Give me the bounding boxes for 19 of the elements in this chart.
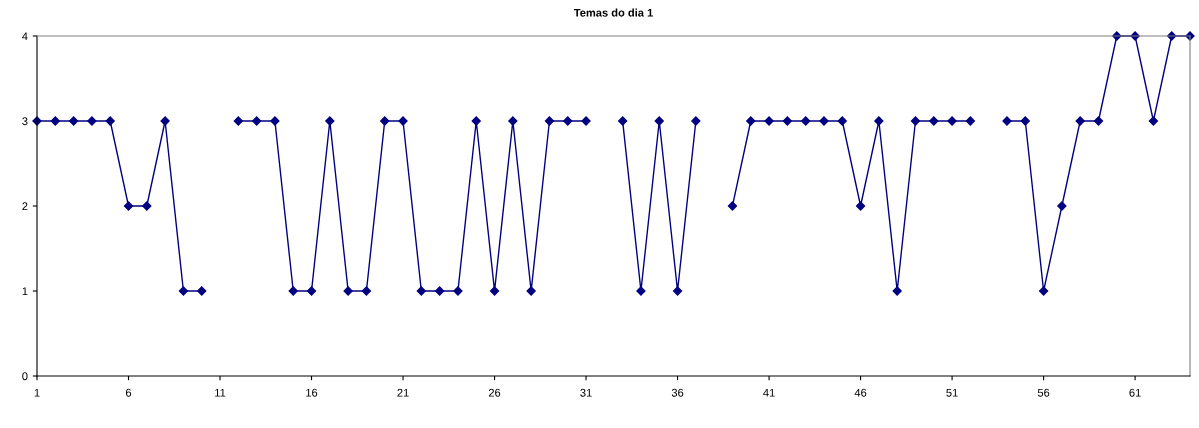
y-tick-label: 0 <box>22 372 28 381</box>
x-tick-label: 11 <box>215 388 226 397</box>
x-tick-label: 56 <box>1037 388 1050 397</box>
y-tick-label: 4 <box>22 32 28 41</box>
y-tick-label: 3 <box>22 117 28 126</box>
x-tick-label: 46 <box>854 388 867 397</box>
x-tick-label: 31 <box>580 388 592 397</box>
x-tick-label: 6 <box>125 388 132 397</box>
x-tick-label: 16 <box>306 388 318 397</box>
chart-title: Temas do dia 1 <box>573 8 653 17</box>
x-tick-label: 1 <box>34 388 40 397</box>
x-tick-label: 21 <box>397 388 409 397</box>
x-tick-label: 51 <box>946 388 958 397</box>
y-tick-label: 2 <box>22 202 28 211</box>
x-tick-label: 36 <box>671 388 684 397</box>
x-tick-label: 26 <box>488 388 501 397</box>
x-tick-label: 41 <box>763 388 775 397</box>
x-tick-label: 61 <box>1129 388 1141 397</box>
y-tick-label: 1 <box>22 287 28 296</box>
